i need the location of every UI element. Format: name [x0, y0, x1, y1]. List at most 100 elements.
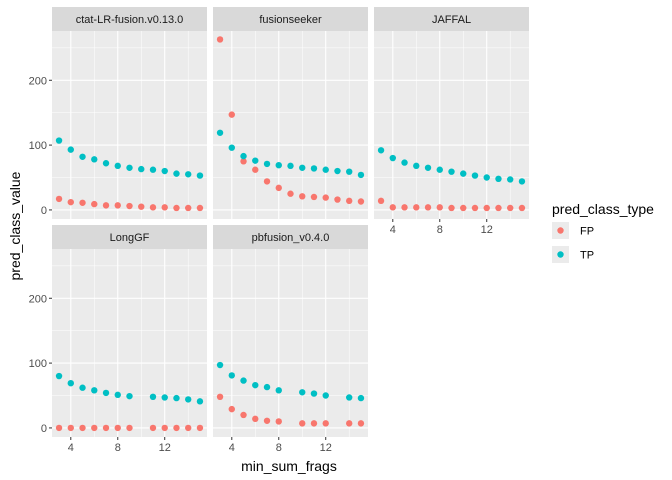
y-tick-label: 100 — [29, 140, 47, 152]
data-point-tp — [91, 156, 98, 163]
data-point-fp — [299, 420, 306, 427]
legend-key-fp — [557, 227, 564, 234]
data-point-fp — [173, 424, 180, 432]
data-point-fp — [228, 111, 235, 118]
data-point-tp — [55, 137, 63, 144]
data-point-tp — [322, 166, 329, 173]
data-point-tp — [185, 396, 192, 403]
data-point-fp — [149, 424, 157, 432]
data-point-tp — [228, 144, 235, 151]
data-point-tp — [471, 172, 479, 179]
panel-title: LongGF — [110, 232, 150, 244]
data-point-tp — [357, 171, 365, 179]
data-point-fp — [91, 424, 98, 432]
data-point-fp — [55, 424, 63, 432]
data-point-fp — [185, 204, 192, 212]
panel-jaffal: JAFFAL — [374, 7, 529, 219]
panel-strip — [374, 7, 529, 31]
panel-background — [52, 249, 207, 437]
data-point-fp — [263, 178, 271, 185]
data-point-fp — [507, 204, 514, 212]
y-tick-label: 100 — [29, 358, 47, 370]
data-point-fp — [310, 193, 318, 201]
legend-key-tp — [557, 251, 564, 258]
data-point-tp — [216, 129, 224, 136]
data-point-fp — [91, 200, 98, 208]
data-point-fp — [483, 204, 490, 212]
data-point-fp — [357, 420, 365, 427]
data-point-tp — [413, 162, 420, 170]
panel-background — [52, 31, 207, 219]
panel-strip — [52, 225, 207, 249]
data-point-tp — [346, 394, 353, 401]
data-point-fp — [67, 198, 74, 206]
data-point-fp — [114, 202, 121, 209]
data-point-fp — [310, 420, 318, 427]
x-tick-label: 12 — [159, 442, 171, 454]
data-point-fp — [252, 415, 259, 423]
data-point-fp — [263, 417, 271, 424]
data-point-fp — [448, 204, 455, 212]
x-tick-label: 8 — [276, 442, 282, 454]
data-point-fp — [228, 405, 235, 413]
data-point-tp — [240, 152, 247, 160]
data-point-fp — [518, 204, 526, 212]
data-point-tp — [149, 166, 157, 173]
data-point-fp — [460, 204, 467, 212]
data-point-fp — [161, 204, 168, 211]
data-point-fp — [252, 166, 259, 173]
data-point-fp — [334, 196, 341, 203]
data-point-tp — [310, 165, 318, 172]
y-axis: 0 100 200 0 100 200 — [29, 75, 52, 435]
data-point-tp — [114, 162, 121, 170]
data-point-tp — [196, 172, 204, 179]
data-point-tp — [102, 160, 110, 167]
data-point-tp — [299, 389, 306, 396]
y-tick-label: 0 — [41, 205, 47, 217]
data-point-tp — [377, 147, 385, 154]
data-point-tp — [346, 168, 353, 175]
y-tick-label: 0 — [41, 423, 47, 435]
data-point-tp — [138, 165, 145, 173]
data-point-fp — [299, 193, 306, 200]
x-tick-label: 4 — [390, 224, 396, 236]
legend-title: pred_class_type — [552, 201, 654, 217]
panel-title: pbfusion_v0.4.0 — [252, 232, 330, 244]
data-point-tp — [448, 168, 455, 175]
data-point-fp — [216, 36, 224, 43]
data-point-tp — [252, 157, 259, 164]
y-tick-label: 200 — [29, 75, 47, 87]
data-point-tp — [91, 387, 98, 394]
y-tick-label: 200 — [29, 293, 47, 305]
data-point-tp — [507, 176, 514, 183]
data-point-fp — [287, 190, 294, 197]
data-point-fp — [173, 204, 180, 212]
panel-title: ctat-LR-fusion.v0.13.0 — [76, 14, 184, 26]
data-point-fp — [275, 184, 282, 192]
data-point-fp — [196, 424, 204, 432]
x-tick-label: 4 — [229, 442, 235, 454]
data-point-tp — [79, 153, 86, 160]
data-point-tp — [252, 381, 259, 389]
data-point-fp — [413, 204, 420, 211]
data-point-fp — [322, 420, 329, 427]
data-point-fp — [55, 195, 63, 203]
x-axis: 4 8 12 4 8 12 4 8 12 — [68, 219, 493, 454]
panel-background — [374, 31, 529, 219]
data-point-fp — [114, 424, 121, 432]
x-axis-title: min_sum_frags — [241, 458, 337, 474]
data-point-tp — [67, 146, 74, 153]
data-point-fp — [275, 418, 282, 425]
data-point-fp — [377, 197, 385, 205]
data-point-tp — [173, 394, 180, 402]
data-point-tp — [263, 383, 271, 391]
data-point-fp — [436, 204, 443, 211]
x-tick-label: 8 — [115, 442, 121, 454]
panel-fusionseeker: fusionseeker — [213, 7, 368, 219]
data-point-tp — [240, 377, 247, 384]
panel-background — [213, 249, 368, 437]
data-point-tp — [173, 170, 180, 177]
data-point-fp — [102, 202, 110, 209]
panels-layer: ctat-LR-fusion.v0.13.0 fusionseeker JAFFAL… — [52, 7, 529, 437]
